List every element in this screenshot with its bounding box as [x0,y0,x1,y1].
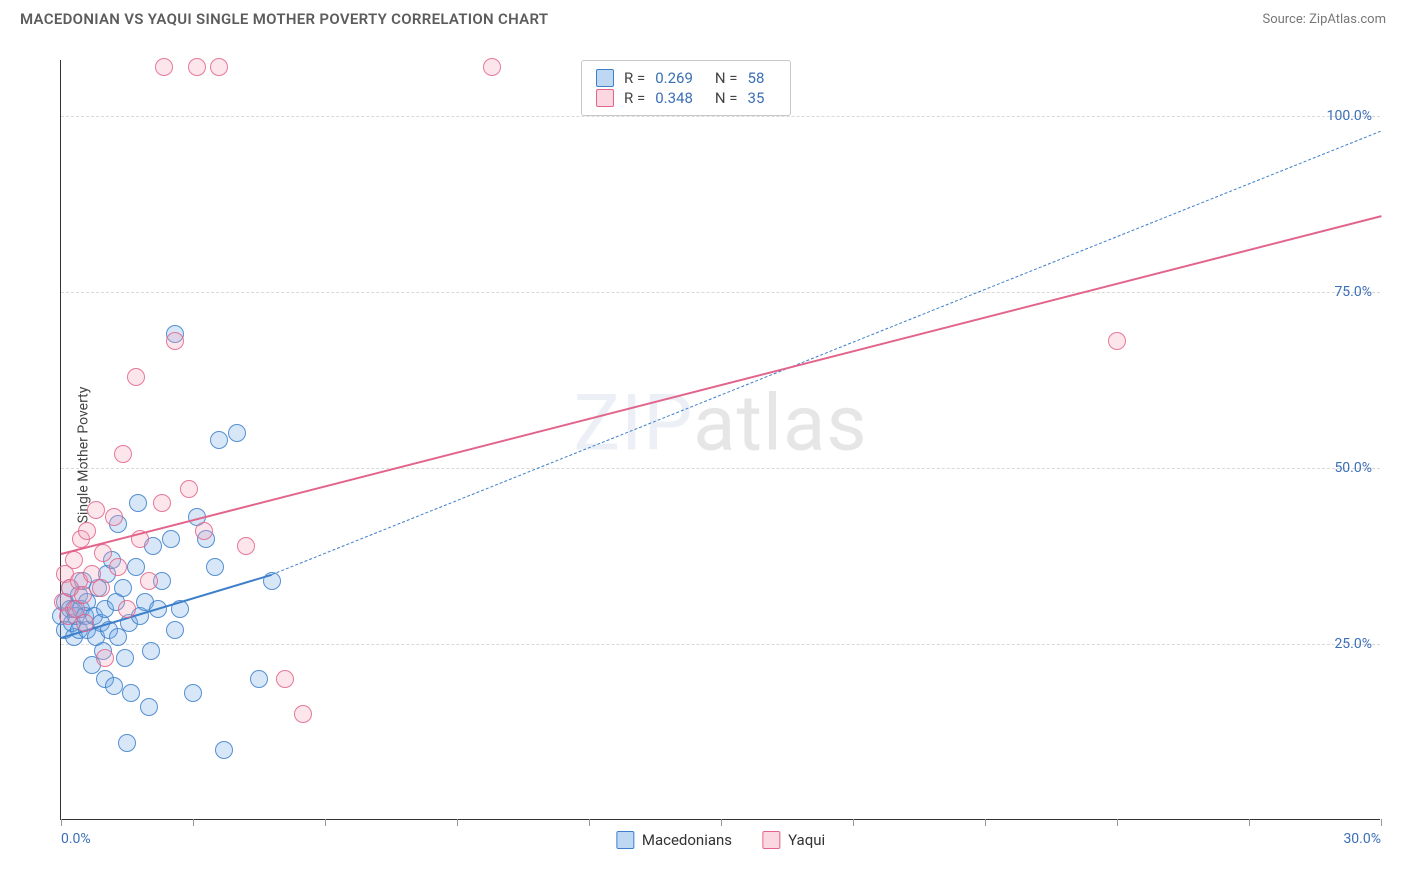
x-tick [1249,819,1250,826]
data-point [162,530,180,548]
data-point [65,551,83,569]
x-tick [61,819,62,826]
x-tick-label: 0.0% [61,831,91,847]
data-point [94,544,112,562]
data-point [184,684,202,702]
y-tick-label: 75.0% [1334,284,1372,300]
source-attribution: Source: ZipAtlas.com [1262,12,1386,27]
data-point [155,58,173,76]
trendline [61,215,1381,555]
legend-item: Macedonians [616,831,732,849]
data-point [140,572,158,590]
x-tick [193,819,194,826]
data-point [78,522,96,540]
data-point [188,58,206,76]
series-swatch [596,69,614,87]
y-tick-label: 25.0% [1334,636,1372,652]
data-point [109,558,127,576]
legend-swatch [762,831,780,849]
x-tick [589,819,590,826]
gridline-horizontal [61,644,1380,645]
data-point [105,677,123,695]
correlation-stats-box: R = 0.269 N = 58 R = 0.348 N = 35 [581,60,791,116]
data-point [92,579,110,597]
data-point [105,508,123,526]
data-point [127,368,145,386]
data-point [116,649,134,667]
chart-title: MACEDONIAN VS YAQUI SINGLE MOTHER POVERT… [20,10,548,28]
data-point [153,494,171,512]
legend-label: Yaqui [788,831,825,849]
data-point [215,741,233,759]
y-tick-label: 50.0% [1334,460,1372,476]
legend-swatch [616,831,634,849]
stat-n-label: N = [715,89,738,107]
data-point [250,670,268,688]
data-point [114,445,132,463]
stat-n-value: 35 [748,89,765,107]
data-point [87,501,105,519]
data-point [118,600,136,618]
data-point [122,684,140,702]
stat-n-label: N = [715,69,738,87]
x-tick-label: 30.0% [1343,831,1381,847]
stat-r-value: 0.348 [655,89,693,107]
data-point [180,480,198,498]
data-point [129,494,147,512]
gridline-horizontal [61,468,1380,469]
y-tick-label: 100.0% [1327,108,1372,124]
x-tick [721,819,722,826]
x-tick [853,819,854,826]
data-point [96,649,114,667]
stats-row: R = 0.269 N = 58 [596,69,776,87]
gridline-horizontal [61,292,1380,293]
data-point [276,670,294,688]
x-tick [325,819,326,826]
stat-n-value: 58 [748,69,765,87]
data-point [210,58,228,76]
legend: Macedonians Yaqui [616,831,825,849]
legend-label: Macedonians [642,831,732,849]
x-tick [1381,819,1382,826]
data-point [210,431,228,449]
data-point [294,705,312,723]
gridline-horizontal [61,116,1380,117]
data-point [74,586,92,604]
data-point [140,698,158,716]
x-tick [985,819,986,826]
watermark: ZIPatlas [573,379,867,470]
stats-row: R = 0.348 N = 35 [596,89,776,107]
series-swatch [596,89,614,107]
stat-r-label: R = [624,89,645,107]
stat-r-label: R = [624,69,645,87]
data-point [166,621,184,639]
trendline-extrapolated [272,130,1381,574]
x-tick [1117,819,1118,826]
stat-r-value: 0.269 [655,69,693,87]
plot-area: ZIPatlas R =0.269N =58R =0.348N =35 Mace… [60,60,1380,820]
data-point [76,614,94,632]
legend-item: Yaqui [762,831,825,849]
data-point [228,424,246,442]
data-point [1108,332,1126,350]
x-tick [457,819,458,826]
data-point [166,332,184,350]
data-point [118,734,136,752]
data-point [114,579,132,597]
data-point [195,522,213,540]
data-point [206,558,224,576]
data-point [483,58,501,76]
data-point [142,642,160,660]
chart-container: Single Mother Poverty ZIPatlas R =0.269N… [20,40,1386,870]
data-point [237,537,255,555]
